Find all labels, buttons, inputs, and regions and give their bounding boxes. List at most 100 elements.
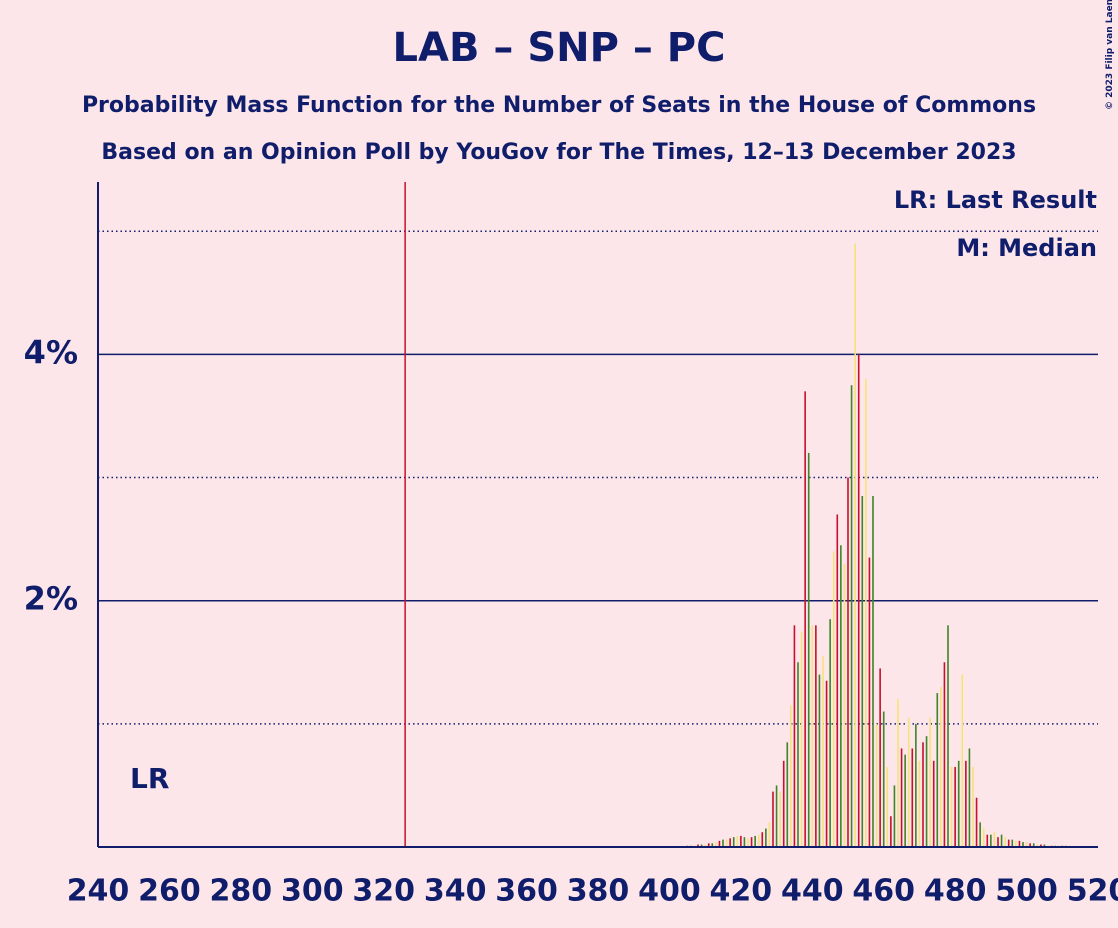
bar bbox=[1029, 843, 1031, 847]
bar bbox=[1000, 834, 1003, 847]
bar bbox=[750, 837, 753, 847]
bar bbox=[886, 766, 889, 847]
bar bbox=[768, 822, 771, 847]
bar bbox=[865, 379, 867, 847]
x-tick-label: 280 bbox=[210, 874, 273, 909]
bar bbox=[757, 834, 760, 847]
bar bbox=[879, 668, 881, 847]
x-tick-label: 320 bbox=[352, 874, 415, 909]
bar bbox=[982, 828, 985, 847]
bar bbox=[807, 452, 810, 847]
bar bbox=[1015, 840, 1017, 847]
x-tick-label: 440 bbox=[781, 874, 844, 909]
bar bbox=[843, 563, 846, 847]
bar bbox=[772, 791, 774, 847]
x-tick-label: 240 bbox=[67, 874, 130, 909]
bar bbox=[765, 828, 767, 847]
y-tick-label: 2% bbox=[24, 580, 78, 618]
bar bbox=[743, 837, 746, 847]
bar bbox=[1011, 839, 1014, 847]
chart-subtitle: Probability Mass Function for the Number… bbox=[82, 93, 1036, 118]
bar bbox=[1043, 844, 1046, 847]
bar bbox=[697, 844, 699, 847]
bar bbox=[957, 760, 960, 847]
bar bbox=[822, 656, 824, 847]
bar bbox=[947, 625, 949, 847]
bar bbox=[732, 837, 735, 847]
bar bbox=[932, 760, 935, 847]
bar bbox=[847, 477, 849, 847]
bar bbox=[997, 837, 999, 847]
bar bbox=[968, 748, 971, 847]
x-tick-label: 300 bbox=[281, 874, 344, 909]
bar bbox=[811, 625, 814, 847]
bar bbox=[797, 662, 799, 847]
bar bbox=[990, 834, 992, 847]
bar bbox=[747, 838, 749, 847]
legend-entry: LR: Last Result bbox=[894, 186, 1097, 214]
bar bbox=[779, 791, 781, 847]
bar bbox=[940, 686, 942, 847]
bar bbox=[854, 243, 856, 847]
bar bbox=[790, 705, 792, 847]
bar bbox=[1032, 843, 1035, 847]
bar bbox=[882, 711, 885, 847]
bar bbox=[893, 785, 896, 847]
bar bbox=[761, 832, 764, 847]
bar bbox=[1025, 842, 1028, 847]
bar bbox=[754, 835, 756, 847]
bar bbox=[715, 842, 717, 847]
bar bbox=[961, 674, 964, 847]
bar bbox=[925, 736, 928, 847]
bar bbox=[965, 760, 967, 847]
bar bbox=[793, 625, 796, 847]
x-tick-label: 500 bbox=[995, 874, 1058, 909]
bar bbox=[904, 754, 906, 847]
bar bbox=[700, 844, 703, 847]
copyright: © 2023 Filip van Laenen bbox=[1105, 0, 1115, 110]
bar bbox=[875, 723, 878, 847]
bar bbox=[918, 760, 921, 847]
last-result-label: LR bbox=[130, 762, 169, 795]
x-tick-label: 400 bbox=[638, 874, 701, 909]
x-tick-label: 460 bbox=[852, 874, 915, 909]
x-tick-label: 520 bbox=[1067, 874, 1118, 909]
bar bbox=[954, 766, 956, 847]
bar bbox=[1007, 839, 1010, 847]
bar bbox=[911, 748, 914, 847]
bar bbox=[857, 354, 860, 847]
bar bbox=[736, 835, 739, 847]
bar bbox=[782, 760, 785, 847]
bar bbox=[836, 514, 839, 847]
bar bbox=[900, 748, 903, 847]
legend-entry: M: Median bbox=[956, 234, 1097, 262]
chart-title: LAB – SNP – PC bbox=[393, 25, 726, 71]
x-tick-label: 260 bbox=[138, 874, 201, 909]
bar bbox=[993, 832, 996, 847]
bar bbox=[1004, 837, 1006, 847]
bar bbox=[979, 822, 981, 847]
bar bbox=[972, 766, 974, 847]
bar bbox=[786, 742, 789, 847]
bar bbox=[725, 839, 728, 847]
bar bbox=[890, 816, 892, 847]
bar bbox=[800, 631, 803, 847]
bar bbox=[929, 717, 931, 847]
bar bbox=[832, 551, 835, 847]
bar bbox=[915, 723, 917, 847]
bar bbox=[818, 674, 821, 847]
bar bbox=[1018, 840, 1021, 847]
bar bbox=[986, 834, 989, 847]
bar bbox=[829, 619, 831, 847]
bar bbox=[815, 625, 817, 847]
y-tick-label: 4% bbox=[24, 333, 78, 371]
x-tick-label: 380 bbox=[567, 874, 630, 909]
bar bbox=[936, 693, 939, 847]
bar bbox=[775, 785, 778, 847]
x-tick-label: 340 bbox=[424, 874, 487, 909]
bar bbox=[704, 844, 706, 847]
bar bbox=[722, 839, 724, 847]
chart-subtitle: Based on an Opinion Poll by YouGov for T… bbox=[101, 140, 1016, 165]
bar bbox=[907, 717, 910, 847]
bar bbox=[868, 557, 871, 847]
